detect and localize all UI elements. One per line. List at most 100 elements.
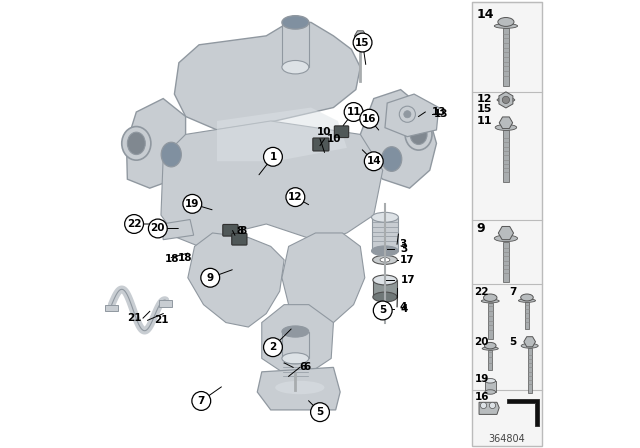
Text: 5: 5 bbox=[379, 306, 387, 315]
Text: 7: 7 bbox=[198, 396, 205, 406]
Text: 21: 21 bbox=[127, 313, 141, 323]
Ellipse shape bbox=[482, 347, 499, 350]
Circle shape bbox=[344, 103, 363, 121]
Ellipse shape bbox=[282, 16, 309, 29]
Polygon shape bbox=[262, 305, 333, 372]
Text: 6: 6 bbox=[303, 362, 310, 372]
Text: 12: 12 bbox=[477, 94, 492, 104]
Text: 18: 18 bbox=[165, 254, 179, 264]
Text: 22: 22 bbox=[127, 219, 141, 229]
Circle shape bbox=[399, 106, 415, 122]
Polygon shape bbox=[479, 402, 499, 414]
Text: 16: 16 bbox=[475, 392, 489, 402]
Text: 19: 19 bbox=[475, 374, 489, 384]
Polygon shape bbox=[257, 367, 340, 410]
Circle shape bbox=[373, 301, 392, 320]
Bar bbox=[282, 22, 309, 67]
Polygon shape bbox=[355, 31, 366, 41]
Circle shape bbox=[481, 402, 486, 409]
Text: 15: 15 bbox=[355, 38, 370, 47]
Polygon shape bbox=[524, 337, 536, 347]
Ellipse shape bbox=[521, 294, 533, 301]
Ellipse shape bbox=[372, 246, 399, 256]
Polygon shape bbox=[217, 108, 347, 161]
Ellipse shape bbox=[494, 235, 518, 241]
Text: 9: 9 bbox=[477, 222, 485, 235]
Text: 5: 5 bbox=[316, 407, 324, 417]
Text: 21: 21 bbox=[154, 315, 169, 325]
Ellipse shape bbox=[518, 299, 536, 302]
Bar bbox=[472, 2, 541, 446]
Ellipse shape bbox=[494, 24, 518, 28]
Bar bbox=[485, 381, 495, 392]
Text: 364804: 364804 bbox=[489, 434, 525, 444]
Bar bbox=[527, 348, 532, 393]
Bar bbox=[159, 300, 172, 307]
Text: 22: 22 bbox=[475, 287, 489, 297]
Ellipse shape bbox=[498, 17, 514, 26]
Circle shape bbox=[490, 402, 495, 409]
Ellipse shape bbox=[373, 275, 397, 285]
Text: 16: 16 bbox=[362, 114, 376, 124]
Ellipse shape bbox=[497, 98, 515, 102]
Text: 10: 10 bbox=[317, 127, 332, 137]
Text: 14: 14 bbox=[477, 8, 494, 21]
Ellipse shape bbox=[484, 294, 497, 302]
Circle shape bbox=[404, 111, 411, 118]
Circle shape bbox=[192, 392, 211, 410]
Text: 20: 20 bbox=[150, 224, 165, 233]
Text: 1: 1 bbox=[269, 152, 276, 162]
FancyBboxPatch shape bbox=[223, 224, 238, 236]
Ellipse shape bbox=[380, 258, 390, 262]
Text: 5: 5 bbox=[509, 337, 516, 347]
Polygon shape bbox=[127, 99, 186, 188]
Circle shape bbox=[360, 109, 379, 128]
Polygon shape bbox=[174, 22, 360, 130]
Ellipse shape bbox=[372, 255, 397, 264]
Text: 12: 12 bbox=[288, 192, 303, 202]
Text: 7: 7 bbox=[509, 287, 516, 297]
Bar bbox=[105, 305, 118, 311]
Ellipse shape bbox=[405, 119, 432, 150]
Polygon shape bbox=[282, 233, 365, 327]
Text: 13: 13 bbox=[432, 107, 447, 117]
Ellipse shape bbox=[521, 344, 538, 348]
Ellipse shape bbox=[410, 125, 427, 145]
Polygon shape bbox=[162, 220, 194, 240]
Text: 17: 17 bbox=[400, 255, 414, 265]
Bar bbox=[373, 280, 397, 297]
Text: 3: 3 bbox=[400, 239, 407, 249]
Text: 13: 13 bbox=[435, 109, 449, 119]
Text: 3: 3 bbox=[401, 244, 408, 254]
Circle shape bbox=[264, 147, 282, 166]
Ellipse shape bbox=[484, 342, 496, 349]
Polygon shape bbox=[499, 117, 513, 129]
Text: 17: 17 bbox=[401, 275, 415, 285]
Bar bbox=[503, 130, 509, 182]
Circle shape bbox=[310, 403, 330, 422]
Text: 20: 20 bbox=[475, 337, 489, 347]
Text: 8: 8 bbox=[237, 226, 244, 236]
Ellipse shape bbox=[373, 292, 397, 302]
Polygon shape bbox=[188, 233, 284, 327]
Ellipse shape bbox=[381, 147, 402, 171]
Ellipse shape bbox=[275, 381, 324, 394]
Ellipse shape bbox=[282, 326, 309, 337]
Text: 9: 9 bbox=[207, 273, 214, 283]
Polygon shape bbox=[360, 90, 436, 188]
Text: 18: 18 bbox=[178, 253, 193, 263]
FancyBboxPatch shape bbox=[313, 138, 329, 151]
Bar bbox=[488, 303, 493, 339]
Text: 4: 4 bbox=[401, 304, 408, 314]
Text: 2: 2 bbox=[269, 342, 276, 352]
Text: 11: 11 bbox=[477, 116, 492, 126]
Circle shape bbox=[264, 338, 282, 357]
Text: 19: 19 bbox=[185, 199, 200, 209]
Bar bbox=[525, 302, 529, 329]
Circle shape bbox=[125, 215, 143, 233]
Ellipse shape bbox=[481, 299, 499, 303]
Circle shape bbox=[286, 188, 305, 207]
Polygon shape bbox=[499, 92, 513, 108]
Text: 11: 11 bbox=[346, 107, 361, 117]
Bar bbox=[282, 332, 309, 358]
